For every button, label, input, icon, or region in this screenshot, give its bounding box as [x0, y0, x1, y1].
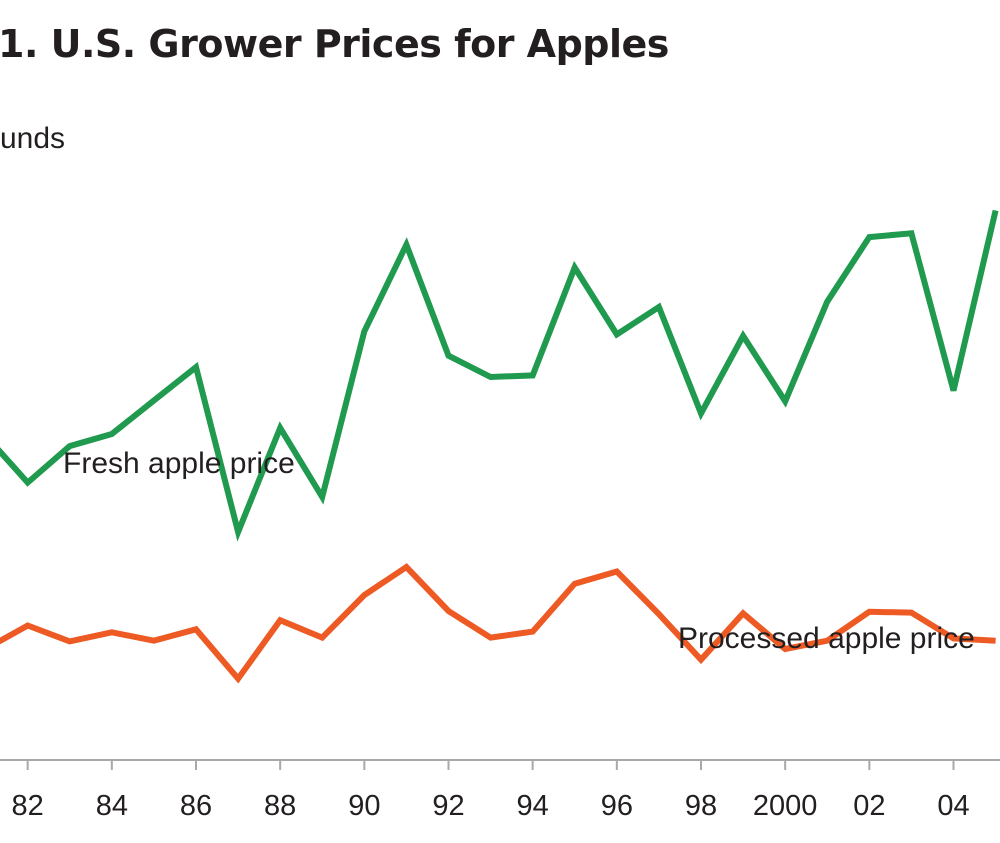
x-axis-ticks — [26, 760, 955, 770]
x-tick-label: 90 — [348, 790, 380, 822]
x-tick-label: 2000 — [753, 790, 818, 822]
y-axis-unit-label: unds — [0, 122, 66, 155]
x-tick-label: 02 — [853, 790, 885, 822]
processed-apple-price-line — [0, 563, 996, 684]
series-labels: Fresh apple price Processed apple price — [63, 447, 975, 655]
chart-title: 1. U.S. Grower Prices for Apples — [0, 22, 669, 66]
x-tick-label: 84 — [96, 790, 128, 822]
x-tick-label: 98 — [685, 790, 717, 822]
x-tick-label: 04 — [937, 790, 969, 822]
x-tick-label: 86 — [180, 790, 212, 822]
series-label-fresh: Fresh apple price — [63, 447, 295, 480]
x-tick-label: 94 — [517, 790, 549, 822]
fresh-apple-price-line — [0, 209, 999, 542]
series-lines — [0, 209, 999, 684]
x-tick-label: 92 — [432, 790, 464, 822]
series-label-processed: Processed apple price — [678, 622, 975, 655]
x-tick-label: 82 — [12, 790, 44, 822]
x-tick-label: 96 — [601, 790, 633, 822]
x-tick-label: 88 — [264, 790, 296, 822]
x-axis-tick-labels: 82 84 86 88 90 92 94 96 98 2000 02 04 — [12, 790, 970, 822]
